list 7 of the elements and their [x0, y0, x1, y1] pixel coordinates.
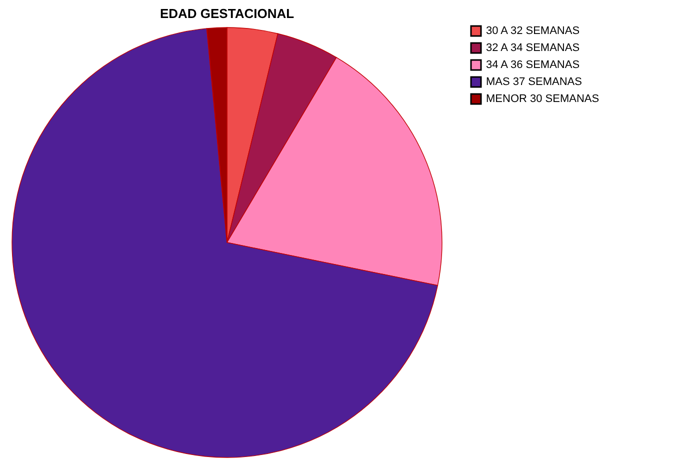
legend-label: MENOR 30 SEMANAS: [486, 93, 600, 105]
legend-label: MAS 37 SEMANAS: [486, 76, 582, 88]
legend-label: 32 A 34 SEMANAS: [486, 42, 580, 54]
legend-label: 34 A 36 SEMANAS: [486, 59, 580, 71]
pie-slice: [12, 28, 438, 458]
legend-label: 30 A 32 SEMANAS: [486, 25, 580, 37]
chart-title: EDAD GESTACIONAL: [160, 6, 294, 21]
